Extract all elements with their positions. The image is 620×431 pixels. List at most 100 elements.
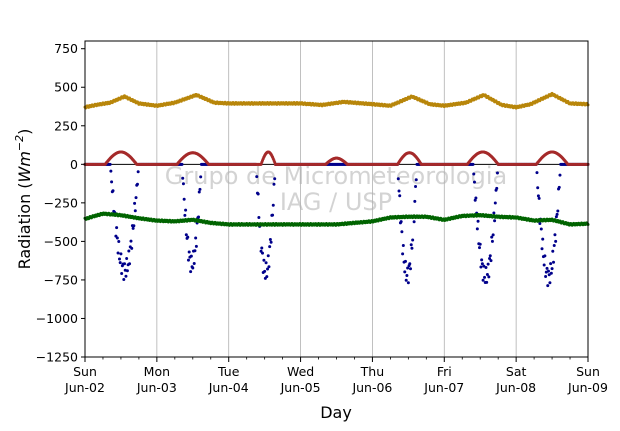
point-NT041-655 [554,239,558,243]
point-NT041-263 [272,182,276,186]
y-tick-label-3: −500 [44,234,78,249]
point-NT041-560 [485,273,489,277]
x-tick-day-1: Mon [144,364,170,379]
point-NT041-550 [478,242,482,246]
x-tick-day-6: Sat [506,364,527,379]
point-NT041-67 [131,226,135,230]
point-NT041-449 [406,266,410,270]
y-tick-label-6: 250 [54,118,78,133]
point-NT041-141 [184,233,188,237]
point-NT041-644 [546,284,550,288]
point-NT041-36 [109,169,113,173]
point-NT041-633 [538,221,542,225]
x-tick-date-5: Jun-07 [423,380,464,395]
point-NT041-452 [408,262,412,266]
point-NT041-629 [535,171,539,175]
point-NT041-648 [549,262,553,266]
point-NT041-443 [401,243,405,247]
point-NT041-442 [401,252,405,256]
point-NT041-241 [256,192,260,196]
y-tick-label-5: 0 [70,157,78,172]
point-NT041-646 [547,273,551,277]
x-tick-day-7: Sun [576,364,600,379]
point-NT041-561 [486,262,490,266]
point-NT041-547 [476,219,480,223]
point-NT041-138 [182,197,186,201]
point-NT041-544 [474,196,478,200]
x-tick-date-7: Jun-09 [567,380,608,395]
point-NT041-660 [557,185,561,189]
point-NT041-553 [480,262,484,266]
point-NT041-58 [125,257,129,261]
point-NT041-150 [191,266,195,270]
point-NT041-239 [255,175,259,179]
point-NT041-456 [411,238,415,242]
y-tick-label-2: −750 [44,272,78,287]
series-NT044 [83,91,590,110]
point-NT041-254 [266,267,270,271]
y-tick-label-8: 750 [54,41,78,56]
point-NT041-650 [550,267,554,271]
point-NT041-136 [181,176,185,180]
point-NT041-153 [193,249,197,253]
point-NT041-573 [495,186,499,190]
series-NT043 [83,211,590,227]
x-tick-day-0: Sun [73,364,97,379]
point-NT041-630 [536,186,540,190]
grid-lines [156,41,517,357]
point-NT041-152 [192,261,196,265]
point-NT041-437 [397,189,401,193]
point-NT041-637 [541,237,545,241]
point-NT041-455 [410,246,414,250]
y-axis-label-suffix: ) [15,129,34,135]
point-NT041-255 [266,254,270,258]
point-NT041-565 [489,259,493,263]
point-NT041-551 [479,265,483,269]
point-NT041-647 [548,281,552,285]
y-tick-label-0: −1250 [36,350,78,365]
point-NT041-161 [199,175,203,179]
point-NT041-661 [558,173,562,177]
point-NT041-461 [414,178,418,182]
point-NT041-48 [117,257,121,261]
point-NT041-62 [128,262,132,266]
point-NT041-57 [124,274,128,278]
point-NT041-145 [187,250,191,254]
point-NT041-59 [125,269,129,273]
point-NT041-264 [273,177,277,181]
point-NT041-39 [111,189,115,193]
point-NT041-657 [555,212,559,216]
point-NT041-250 [263,269,267,273]
point-NT041-546 [475,227,479,231]
point-NT041-556 [483,275,487,279]
point-NT041-549 [478,246,481,250]
point-NT041-258 [268,238,272,242]
point-NT041-450 [406,281,410,285]
point-NT041-639 [542,263,546,267]
x-tick-day-2: Tue [217,364,240,379]
point-NT041-541 [472,172,476,176]
x-tick-date-1: Jun-03 [136,380,177,395]
point-NT041-635 [539,227,543,231]
point-NT041-459 [413,199,417,203]
point-NT041-651 [551,249,555,253]
watermark-line-2: IAG / USP [280,188,392,216]
point-NT041-256 [267,265,271,269]
y-tick-label-7: 500 [54,80,78,95]
point-NT041-159 [197,190,201,194]
x-tick-date-6: Jun-08 [495,380,536,395]
point-NT041-155 [194,244,198,248]
point-NT041-257 [268,245,272,249]
point-NT041-445 [403,270,407,274]
point-NT041-441 [400,230,404,234]
point-NT041-540 [471,162,475,166]
point-NT041-653 [552,243,556,247]
y-axis-label: Radiation (Wm−2) NT041NT042NT043NT044 [13,129,34,270]
point-NT041-446 [403,259,407,263]
point-NT041-460 [414,185,418,189]
point-NT041-555 [482,264,486,268]
x-tick-date-0: Jun-02 [64,380,105,395]
point-NT041-543 [473,198,477,202]
point-NT041-158 [197,215,201,219]
point-NT041-51 [120,272,124,276]
